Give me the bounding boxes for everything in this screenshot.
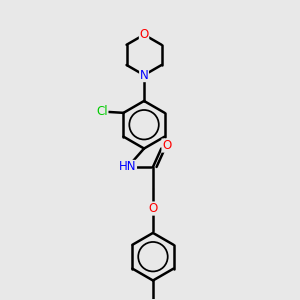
Text: O: O (140, 28, 149, 41)
Text: O: O (148, 202, 158, 215)
Text: O: O (162, 139, 171, 152)
Text: N: N (140, 69, 148, 82)
Text: HN: HN (119, 160, 136, 173)
Text: Cl: Cl (96, 105, 108, 118)
